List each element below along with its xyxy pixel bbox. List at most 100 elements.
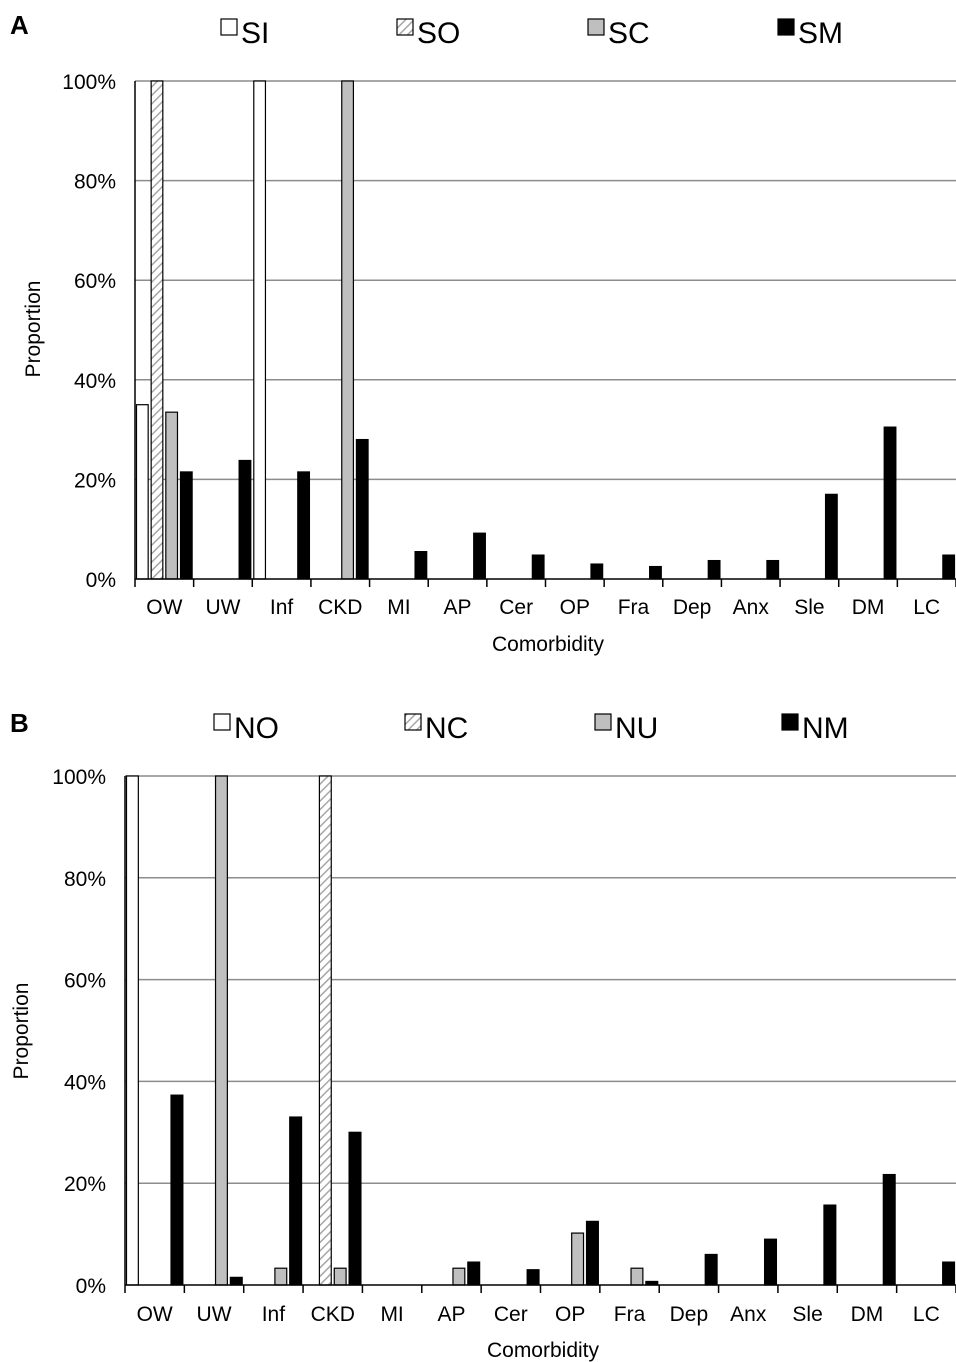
- x-tick-label: UW: [205, 596, 240, 619]
- bar-sm-cer: [531, 554, 545, 580]
- x-tick-label: Fra: [614, 1303, 646, 1326]
- bar-nm-ap: [467, 1261, 481, 1286]
- x-tick-label: AP: [444, 596, 472, 619]
- x-tick-label: Anx: [733, 596, 770, 619]
- bar-nm-uw: [229, 1276, 243, 1286]
- panel-b: B NO NC NU NM 0% 20% 40% 60% 80% 100% OW UW Inf CKD…: [10, 708, 956, 1362]
- x-tick-label: AP: [437, 1303, 465, 1326]
- x-tick-label: UW: [197, 1303, 232, 1326]
- legend-swatch: [777, 18, 795, 36]
- panel-label: A: [10, 10, 29, 40]
- bar-no-ow: [125, 775, 139, 1286]
- y-tick-label: 60%: [64, 970, 106, 993]
- bar-nm-cer: [526, 1269, 540, 1286]
- y-tick-label: 40%: [74, 370, 116, 393]
- legend-label: SI: [241, 17, 269, 50]
- bar-nu-fra: [630, 1267, 644, 1286]
- x-tick-label: MI: [380, 1303, 403, 1326]
- y-tick-label: 100%: [62, 71, 116, 94]
- x-tick-label: OW: [146, 596, 182, 619]
- x-tick-label: CKD: [318, 596, 362, 619]
- bar-sm-dep: [707, 559, 721, 580]
- y-tick-label: 60%: [74, 270, 116, 293]
- x-tick-label: Sle: [794, 596, 824, 619]
- y-tick-label: 80%: [74, 171, 116, 194]
- legend: SI SO SC SM: [220, 17, 843, 50]
- x-tick-label: Dep: [670, 1303, 709, 1326]
- bar-nm-dm: [882, 1173, 896, 1286]
- y-tick-label: 100%: [52, 766, 106, 789]
- panel-label: B: [10, 708, 29, 738]
- legend-label: NC: [425, 712, 468, 745]
- x-tick-label: Inf: [270, 596, 294, 619]
- grid-lines: [135, 80, 956, 481]
- x-tick-label: MI: [387, 596, 410, 619]
- legend-label: NO: [234, 712, 279, 745]
- x-tick-labels: OW UW Inf CKD MI AP Cer OP Fra Dep Anx Sle DM LC: [137, 1303, 940, 1326]
- y-axis-title: Proportion: [22, 281, 45, 378]
- bar-nm-dep: [704, 1253, 718, 1286]
- panel-a: A SI SO SC SM 0% 20% 40% 60% 80% 100% OW UW Inf CKD…: [10, 10, 956, 656]
- legend-swatch: [213, 713, 231, 731]
- legend-label: SC: [608, 17, 650, 50]
- bar-nm-ow: [170, 1094, 184, 1286]
- bar-sm-inf: [297, 471, 311, 580]
- bars: [135, 80, 956, 580]
- legend-swatch: [396, 18, 414, 36]
- bar-nu-op: [571, 1232, 585, 1286]
- x-tick-label: Fra: [618, 596, 650, 619]
- x-tick-label: Cer: [494, 1303, 528, 1326]
- bar-nm-anx: [763, 1238, 778, 1286]
- grid-lines: [125, 775, 956, 1184]
- bar-sc-ckd: [341, 80, 355, 580]
- x-tick-label: DM: [852, 596, 885, 619]
- bar-nm-lc: [942, 1261, 956, 1286]
- y-tick-label: 0%: [76, 1275, 106, 1298]
- x-tick-label: Cer: [499, 596, 533, 619]
- bar-sc-ow: [165, 411, 179, 580]
- bar-sm-ow: [179, 471, 193, 580]
- bar-sm-op: [590, 563, 604, 580]
- bar-sm-fra: [649, 565, 662, 580]
- legend: NO NC NU NM: [213, 712, 849, 745]
- y-tick-label: 20%: [74, 469, 116, 492]
- legend-label: NU: [615, 712, 658, 745]
- bar-sm-lc: [942, 554, 956, 580]
- x-tick-label: Dep: [673, 596, 712, 619]
- x-tick-label: OW: [137, 1303, 173, 1326]
- y-tick-labels: 0% 20% 40% 60% 80% 100%: [62, 71, 116, 592]
- bar-so-ow: [150, 80, 164, 580]
- bar-nc-ckd: [318, 775, 332, 1286]
- bar-nm-sle: [823, 1204, 837, 1286]
- bar-sm-uw: [238, 459, 252, 580]
- x-tick-label: DM: [851, 1303, 884, 1326]
- bar-nu-ap: [452, 1267, 466, 1286]
- legend-label: NM: [802, 712, 849, 745]
- y-tick-label: 80%: [64, 868, 106, 891]
- x-tick-label: OP: [560, 596, 590, 619]
- axes: [134, 81, 956, 587]
- y-axis-title: Proportion: [10, 983, 33, 1080]
- bar-si-inf: [253, 80, 267, 580]
- legend-swatch: [404, 713, 422, 731]
- y-tick-label: 20%: [64, 1173, 106, 1196]
- bar-nu-inf: [274, 1267, 288, 1286]
- x-tick-label: Anx: [730, 1303, 767, 1326]
- x-tick-label: CKD: [311, 1303, 355, 1326]
- x-tick-label: Sle: [792, 1303, 822, 1326]
- bars: [125, 775, 956, 1286]
- y-tick-label: 40%: [64, 1071, 106, 1094]
- bar-si-ow: [135, 404, 149, 580]
- bar-sm-mi: [414, 551, 428, 580]
- bar-sm-ap: [473, 532, 486, 580]
- bar-nm-inf: [289, 1116, 303, 1286]
- legend-swatch: [220, 18, 238, 36]
- bar-nm-ckd: [348, 1131, 362, 1286]
- x-tick-label: OP: [555, 1303, 585, 1326]
- bar-sm-ckd: [355, 438, 369, 580]
- x-tick-label: LC: [913, 1303, 940, 1326]
- x-axis-title: Comorbidity: [492, 633, 605, 656]
- legend-label: SO: [417, 17, 460, 50]
- bar-nu-uw: [214, 775, 228, 1286]
